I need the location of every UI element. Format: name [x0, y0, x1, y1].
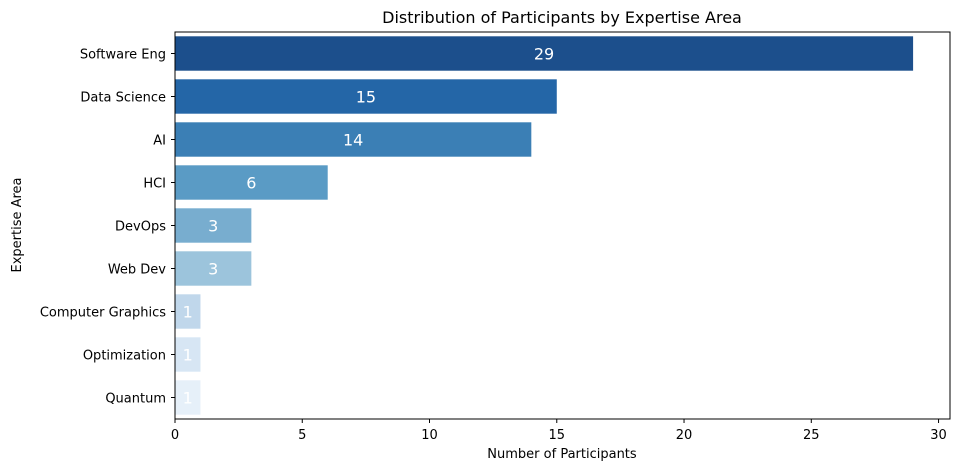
- bar-5: [175, 251, 252, 286]
- bar-2: [175, 122, 532, 157]
- y-tick-label-1: Data Science: [80, 91, 166, 106]
- x-tick-label-5: 25: [803, 428, 820, 443]
- chart-title: Distribution of Participants by Expertis…: [382, 8, 742, 27]
- y-tick-label-6: Computer Graphics: [40, 306, 166, 321]
- data-label-4: 3: [208, 217, 218, 236]
- bar-6: [175, 294, 201, 329]
- bar-8: [175, 380, 201, 415]
- bars-layer: [175, 36, 914, 415]
- bar-4: [175, 208, 252, 243]
- data-label-6: 1: [183, 303, 193, 322]
- x-axis-ticks: 0 5 10 15 20 25 30: [171, 419, 947, 443]
- data-label-2: 14: [343, 131, 363, 150]
- bar-3: [175, 165, 328, 200]
- x-tick-label-0: 0: [171, 428, 179, 443]
- data-label-1: 15: [356, 88, 376, 107]
- y-tick-label-8: Quantum: [105, 392, 166, 407]
- plot-frame: [174, 31, 951, 420]
- bar-1: [175, 79, 557, 114]
- y-tick-label-7: Optimization: [83, 349, 166, 364]
- x-tick-label-4: 20: [676, 428, 693, 443]
- y-tick-label-5: Web Dev: [108, 263, 166, 278]
- y-tick-label-4: DevOps: [115, 220, 166, 235]
- data-label-8: 1: [183, 389, 193, 408]
- x-axis-label: Number of Participants: [487, 447, 637, 462]
- bar-7: [175, 337, 201, 372]
- y-tick-label-3: HCI: [143, 177, 166, 192]
- x-tick-label-3: 15: [548, 428, 565, 443]
- y-axis-label: Expertise Area: [10, 177, 25, 272]
- data-label-0: 29: [534, 45, 554, 64]
- data-label-3: 6: [246, 174, 256, 193]
- data-label-5: 3: [208, 260, 218, 279]
- bar-0: [175, 36, 914, 71]
- data-label-7: 1: [183, 346, 193, 365]
- y-tick-label-0: Software Eng: [80, 48, 166, 63]
- x-tick-label-1: 5: [298, 428, 306, 443]
- data-labels-layer: 29 15 14 6 3 3 1 1 1: [183, 45, 555, 408]
- x-tick-label-2: 10: [421, 428, 438, 443]
- x-tick-label-6: 30: [930, 428, 947, 443]
- y-tick-label-2: AI: [153, 134, 166, 149]
- y-axis-ticks: Software Eng Data Science AI HCI DevOps Web D…: [40, 48, 175, 407]
